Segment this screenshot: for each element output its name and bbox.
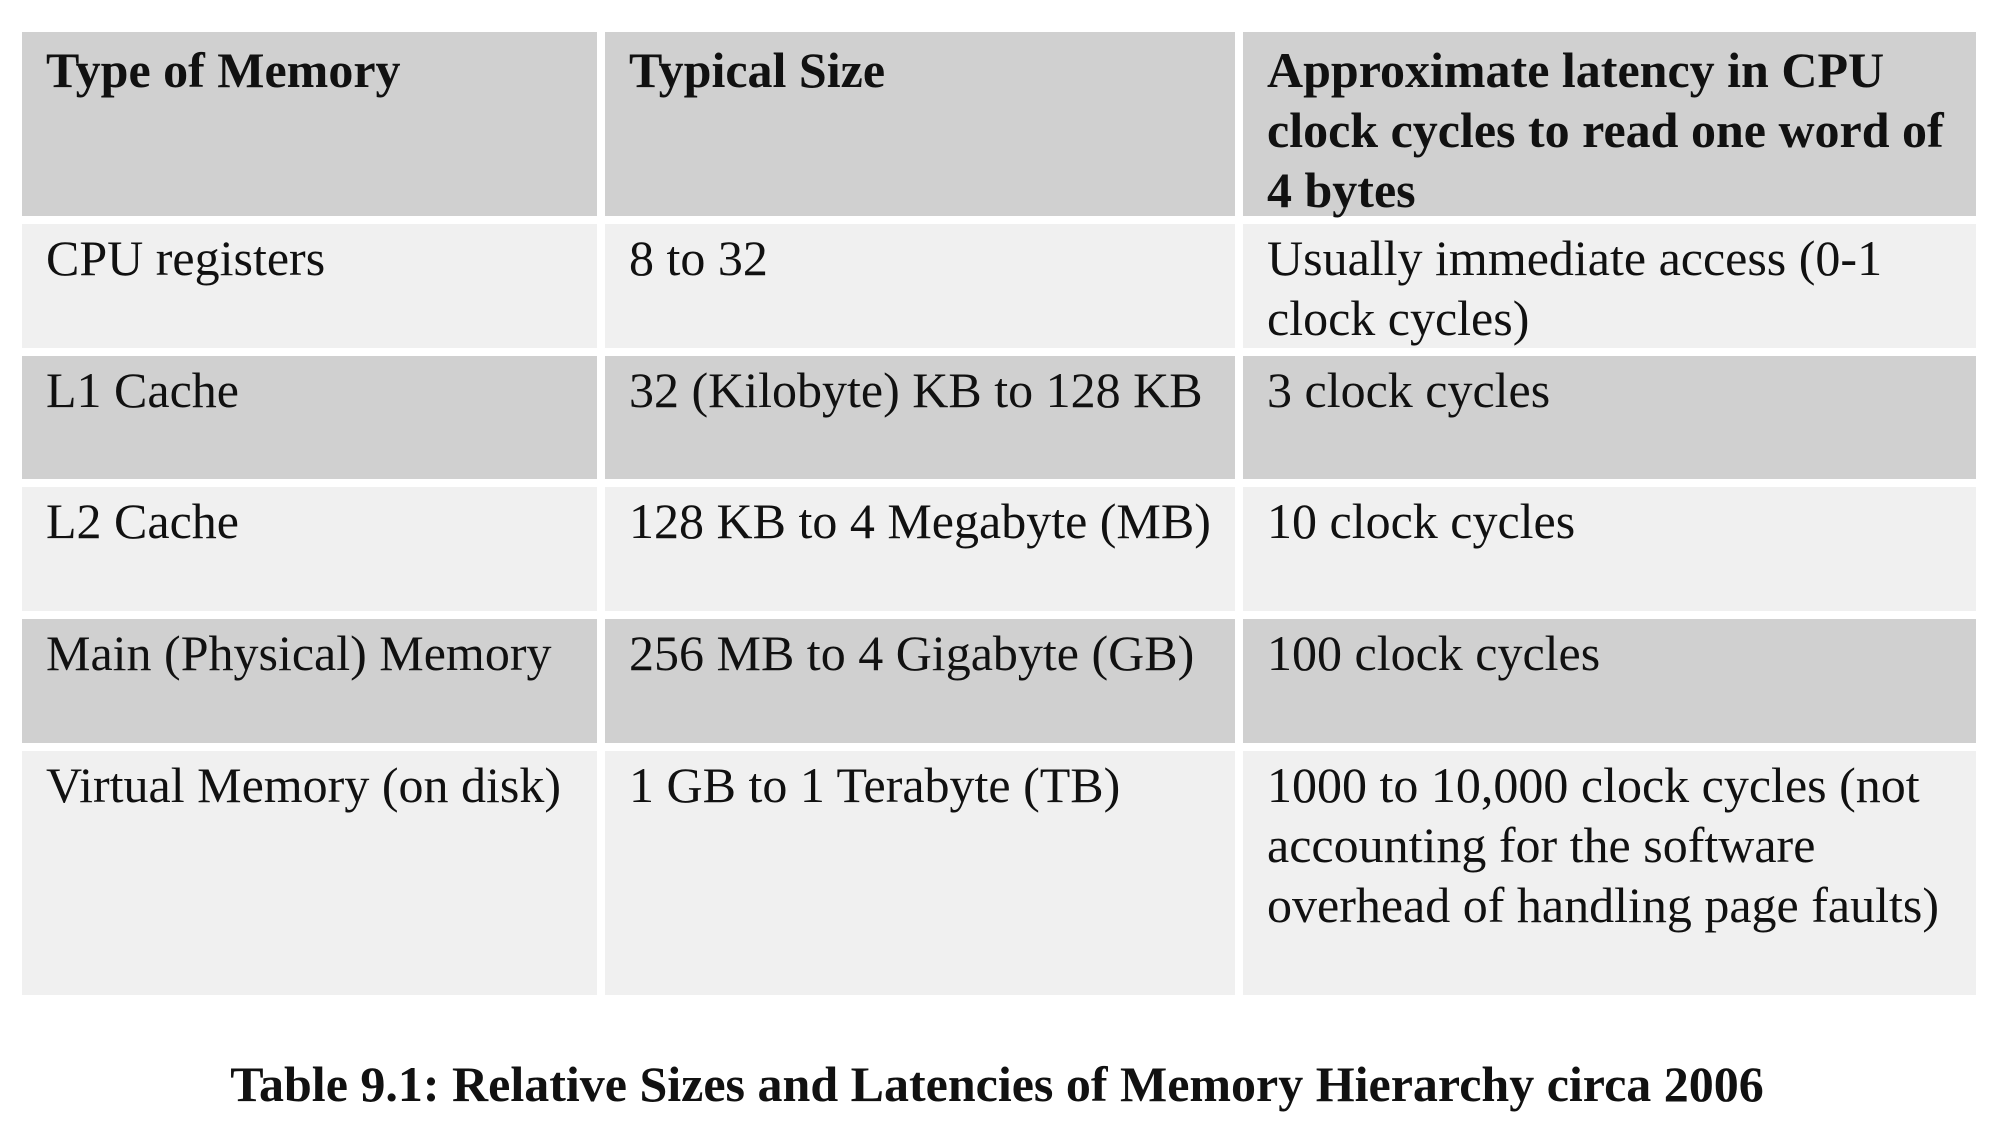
table-cell: CPU registers: [22, 224, 597, 348]
table-cell: 3 clock cycles: [1243, 356, 1976, 479]
header-type-of-memory: Type of Memory: [22, 32, 597, 216]
table-caption: Table 9.1: Relative Sizes and Latencies …: [230, 1056, 1764, 1112]
table-cell: Usually immediate access (0-1 clock cycl…: [1243, 224, 1976, 348]
table-cell: L2 Cache: [22, 487, 597, 611]
table-cell: Virtual Memory (on disk): [22, 751, 597, 995]
header-typical-size: Typical Size: [605, 32, 1235, 216]
table-cell: 32 (Kilobyte) KB to 128 KB: [605, 356, 1235, 479]
memory-hierarchy-table: Type of Memory Typical Size Approximate …: [22, 32, 1976, 995]
table-cell: 1 GB to 1 Terabyte (TB): [605, 751, 1235, 995]
table-cell: 100 clock cycles: [1243, 619, 1976, 743]
table-cell: 8 to 32: [605, 224, 1235, 348]
table-cell: 1000 to 10,000 clock cycles (not account…: [1243, 751, 1976, 995]
table-cell: Main (Physical) Memory: [22, 619, 597, 743]
table-cell: 256 MB to 4 Gigabyte (GB): [605, 619, 1235, 743]
table-cell: 128 KB to 4 Megabyte (MB): [605, 487, 1235, 611]
table-cell: 10 clock cycles: [1243, 487, 1976, 611]
header-latency: Approximate latency in CPU clock cycles …: [1243, 32, 1976, 218]
table-cell: L1 Cache: [22, 356, 597, 479]
